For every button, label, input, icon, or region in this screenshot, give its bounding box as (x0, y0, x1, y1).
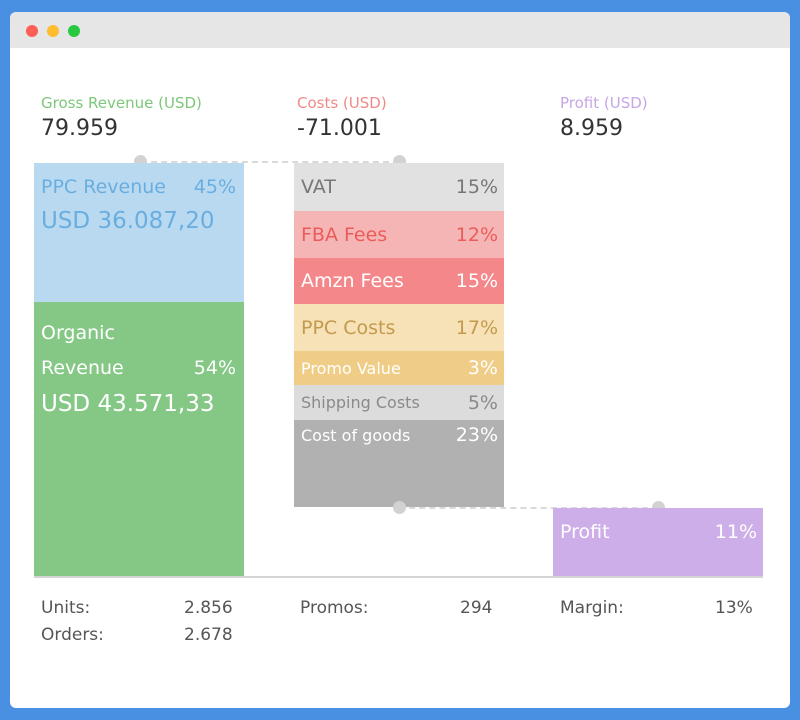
chart-baseline (34, 576, 763, 578)
organic-revenue-amount: USD 43.571,33 (41, 391, 215, 417)
costs-label: Costs (USD) (297, 94, 387, 112)
profit-block: Profit 11% (553, 508, 763, 576)
maximize-window-button[interactable] (68, 25, 80, 37)
costs-value: -71.001 (297, 116, 382, 141)
cost-shipping-pct: 5% (467, 391, 498, 414)
organic-revenue-pct: 54% (193, 357, 236, 379)
connector-dot-middle-bottom (393, 501, 406, 514)
cost-promo-value-label: Promo Value (301, 358, 401, 378)
gross-revenue-label: Gross Revenue (USD) (41, 94, 202, 112)
promos-value: 294 (460, 598, 493, 618)
cost-ppc-costs-pct: 17% (455, 316, 498, 339)
profit-value: 8.959 (560, 116, 623, 141)
cost-ppc-costs-label: PPC Costs (301, 316, 396, 339)
cost-shipping-segment: Shipping Costs 5% (294, 385, 504, 420)
cost-vat-pct: 15% (455, 176, 498, 198)
margin-value: 13% (715, 598, 753, 618)
cost-fba-fees-label: FBA Fees (301, 223, 388, 246)
cost-amzn-fees-segment: Amzn Fees 15% (294, 258, 504, 304)
orders-value: 2.678 (184, 625, 233, 645)
margin-label: Margin: (560, 598, 624, 618)
ppc-revenue-pct: 45% (193, 176, 236, 198)
ppc-revenue-label: PPC Revenue (41, 176, 166, 198)
organic-revenue-label-line1: Organic (41, 322, 115, 344)
profit-label: Profit (USD) (560, 94, 648, 112)
cost-vat-label: VAT (301, 176, 336, 198)
costs-block: VAT 15% FBA Fees 12% Amzn Fees 15% PPC C… (294, 163, 504, 507)
cost-shipping-label: Shipping Costs (301, 393, 420, 412)
close-window-button[interactable] (26, 25, 38, 37)
cost-fba-fees-pct: 12% (455, 223, 498, 246)
organic-revenue-label-line2: Revenue (41, 357, 124, 379)
revenue-block: PPC Revenue 45% USD 36.087,20 Organic Re… (34, 163, 244, 576)
app-window: Gross Revenue (USD) 79.959 Costs (USD) -… (10, 12, 790, 708)
minimize-window-button[interactable] (47, 25, 59, 37)
ppc-revenue-segment: PPC Revenue 45% USD 36.087,20 (34, 163, 244, 302)
cost-promo-value-segment: Promo Value 3% (294, 351, 504, 385)
profit-block-pct: 11% (714, 521, 757, 543)
ppc-revenue-amount: USD 36.087,20 (41, 208, 215, 234)
cost-fba-fees-segment: FBA Fees 12% (294, 211, 504, 258)
cost-promo-value-pct: 3% (467, 357, 498, 379)
organic-revenue-segment: Organic Revenue 54% USD 43.571,33 (34, 302, 244, 576)
cost-vat-segment: VAT 15% (294, 163, 504, 211)
cost-of-goods-segment: Cost of goods 23% (294, 420, 504, 507)
cost-amzn-fees-label: Amzn Fees (301, 270, 404, 292)
units-label: Units: (41, 598, 91, 618)
cost-of-goods-pct: 23% (455, 424, 498, 446)
connector-line-bottom (399, 507, 658, 509)
gross-revenue-value: 79.959 (41, 116, 118, 141)
profit-block-label: Profit (560, 521, 610, 543)
connector-line-top (141, 161, 399, 163)
cost-ppc-costs-segment: PPC Costs 17% (294, 304, 504, 351)
orders-label: Orders: (41, 625, 104, 645)
cost-amzn-fees-pct: 15% (455, 270, 498, 292)
units-value: 2.856 (184, 598, 233, 618)
promos-label: Promos: (300, 598, 369, 618)
cost-of-goods-label: Cost of goods (301, 426, 411, 445)
title-bar (10, 12, 790, 48)
